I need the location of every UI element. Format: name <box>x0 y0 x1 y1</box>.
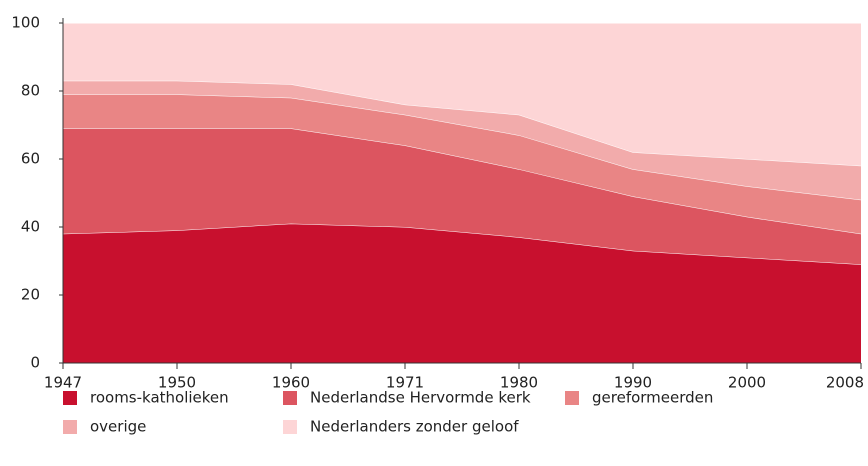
x-tick-label: 1971 <box>386 374 424 392</box>
x-tick-label: 2000 <box>728 374 766 392</box>
area <box>63 223 861 363</box>
area <box>63 128 861 265</box>
y-tick-label: 100 <box>11 14 40 32</box>
legend-label: Nederlandse Hervormde kerk <box>310 389 531 407</box>
legend-swatch <box>565 391 579 405</box>
area <box>63 23 861 166</box>
x-tick-label: 1960 <box>272 374 310 392</box>
y-tick-label: 40 <box>21 218 40 236</box>
area <box>63 80 861 200</box>
x-tick-label: 1990 <box>614 374 652 392</box>
legend-swatch <box>63 391 77 405</box>
y-tick-label: 0 <box>30 354 40 372</box>
legend-label: Nederlanders zonder geloof <box>310 418 519 436</box>
x-tick-label: 2008 <box>826 374 864 392</box>
legend-label: rooms-katholieken <box>90 389 229 407</box>
legend-swatch <box>283 391 297 405</box>
x-tick-label: 1947 <box>44 374 82 392</box>
legend-label: gereformeerden <box>592 389 713 407</box>
y-tick-label: 20 <box>21 286 40 304</box>
legend-swatch <box>63 420 77 434</box>
area <box>63 94 861 234</box>
y-tick-label: 60 <box>21 150 40 168</box>
legend-swatch <box>283 420 297 434</box>
x-tick-label: 1980 <box>500 374 538 392</box>
y-tick-label: 80 <box>21 82 40 100</box>
legend-label: overige <box>90 418 146 436</box>
x-tick-label: 1950 <box>158 374 196 392</box>
